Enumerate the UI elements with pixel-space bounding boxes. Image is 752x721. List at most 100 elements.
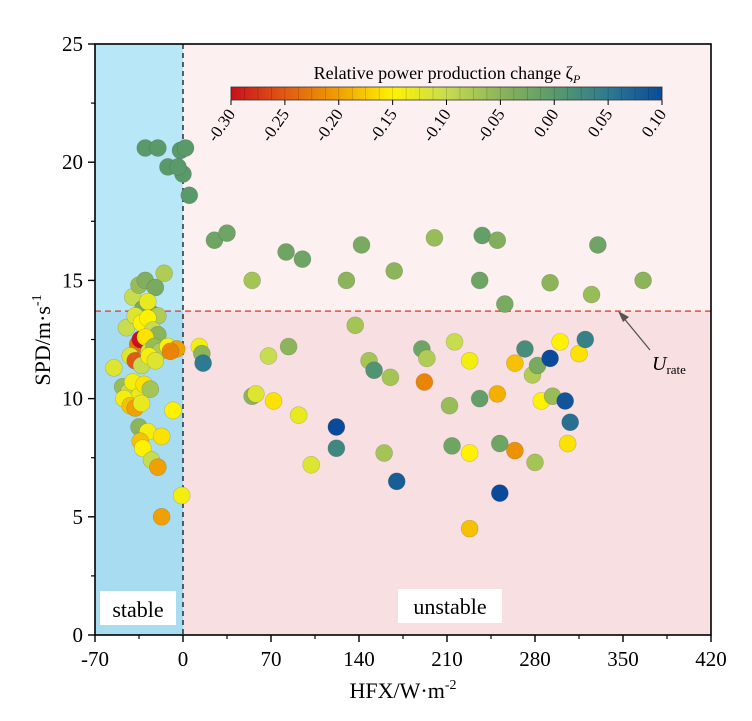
data-point xyxy=(445,333,464,351)
data-point xyxy=(541,349,559,368)
y-tick-label: 25 xyxy=(62,32,83,56)
data-point xyxy=(506,441,524,460)
data-point xyxy=(133,439,152,458)
data-point xyxy=(425,229,444,247)
data-point xyxy=(277,243,295,261)
data-point xyxy=(490,434,509,453)
data-point xyxy=(289,406,308,424)
data-point xyxy=(473,226,492,245)
unstable-label: unstable xyxy=(413,594,486,619)
data-point xyxy=(558,434,577,453)
data-point xyxy=(375,444,393,462)
unstable-region-lower xyxy=(183,311,711,635)
data-point xyxy=(352,236,371,254)
rated-speed-arrow-head xyxy=(618,311,629,322)
rated-speed-arrow xyxy=(621,315,651,351)
y-tick-label: 0 xyxy=(73,623,84,647)
x-tick-label: 280 xyxy=(519,647,551,671)
data-point xyxy=(488,231,507,250)
data-point xyxy=(243,271,261,290)
data-point xyxy=(152,427,171,446)
data-point xyxy=(488,385,507,403)
data-point xyxy=(149,139,167,157)
y-axis-label: SPD/m·s-1 xyxy=(30,294,55,385)
x-axis-label: HFX/W·m-2 xyxy=(350,678,457,703)
data-point xyxy=(337,271,356,290)
data-point xyxy=(634,271,652,290)
data-point xyxy=(161,342,180,361)
data-point xyxy=(460,519,479,538)
data-point xyxy=(470,389,489,408)
data-point xyxy=(146,351,165,370)
data-point xyxy=(418,349,436,368)
x-tick-label: 420 xyxy=(695,647,727,671)
data-point xyxy=(155,264,173,283)
x-tick-label: 0 xyxy=(178,647,189,671)
data-point xyxy=(526,453,544,472)
x-tick-label: 140 xyxy=(343,647,375,671)
unstable-region-upper xyxy=(183,44,711,312)
x-tick-label: -70 xyxy=(81,647,109,671)
data-point xyxy=(218,224,236,242)
x-tick-label: 70 xyxy=(261,647,282,671)
data-point xyxy=(247,385,265,403)
data-point xyxy=(302,455,321,474)
data-point xyxy=(172,486,191,505)
data-point xyxy=(169,158,187,176)
data-point xyxy=(139,292,157,311)
data-point xyxy=(516,340,534,358)
data-point xyxy=(470,271,489,290)
data-point xyxy=(293,250,312,268)
data-point xyxy=(259,347,278,365)
data-point xyxy=(556,392,574,410)
stability-regions xyxy=(95,44,711,635)
data-point xyxy=(506,354,524,372)
data-points xyxy=(105,139,652,538)
data-point xyxy=(551,333,569,351)
y-tick-label: 15 xyxy=(62,268,83,292)
x-tick-label: 210 xyxy=(431,647,463,671)
data-point xyxy=(152,507,171,526)
data-point xyxy=(327,418,346,436)
data-point xyxy=(146,278,165,297)
data-point xyxy=(132,394,151,413)
x-tick-label: 350 xyxy=(607,647,639,671)
y-tick-label: 10 xyxy=(62,387,83,411)
data-point xyxy=(264,392,283,410)
data-point xyxy=(149,458,167,476)
data-point xyxy=(141,380,160,398)
data-point xyxy=(541,273,559,292)
data-point xyxy=(440,396,459,415)
data-point xyxy=(194,354,212,372)
x-axis-ticks: -70 0 70 140 210 280 350 420 xyxy=(81,635,727,671)
y-axis-ticks: 0 5 10 15 20 25 xyxy=(62,32,95,647)
data-point xyxy=(365,361,383,380)
data-point xyxy=(279,337,298,356)
data-point xyxy=(105,359,123,377)
colorbar-title: Relative power production change ζP xyxy=(314,63,581,86)
stable-label-box xyxy=(100,591,176,625)
data-point xyxy=(576,330,595,349)
data-point xyxy=(164,401,182,420)
y-tick-label: 5 xyxy=(73,505,84,529)
data-point xyxy=(415,373,434,391)
data-point xyxy=(460,444,479,462)
data-point xyxy=(561,413,580,432)
data-point xyxy=(460,351,479,370)
data-point xyxy=(180,186,199,205)
data-point xyxy=(490,484,509,502)
data-point xyxy=(496,295,514,313)
data-point xyxy=(589,236,607,254)
data-point xyxy=(582,285,601,304)
data-point xyxy=(385,262,404,280)
y-tick-label: 20 xyxy=(62,150,83,174)
data-point xyxy=(381,368,400,387)
stable-label: stable xyxy=(112,597,163,622)
data-point xyxy=(176,139,195,157)
data-point xyxy=(443,437,461,455)
unstable-label-box xyxy=(398,589,502,623)
data-point xyxy=(346,316,365,335)
rated-speed-label: Urate xyxy=(652,353,686,377)
data-point xyxy=(387,472,406,491)
